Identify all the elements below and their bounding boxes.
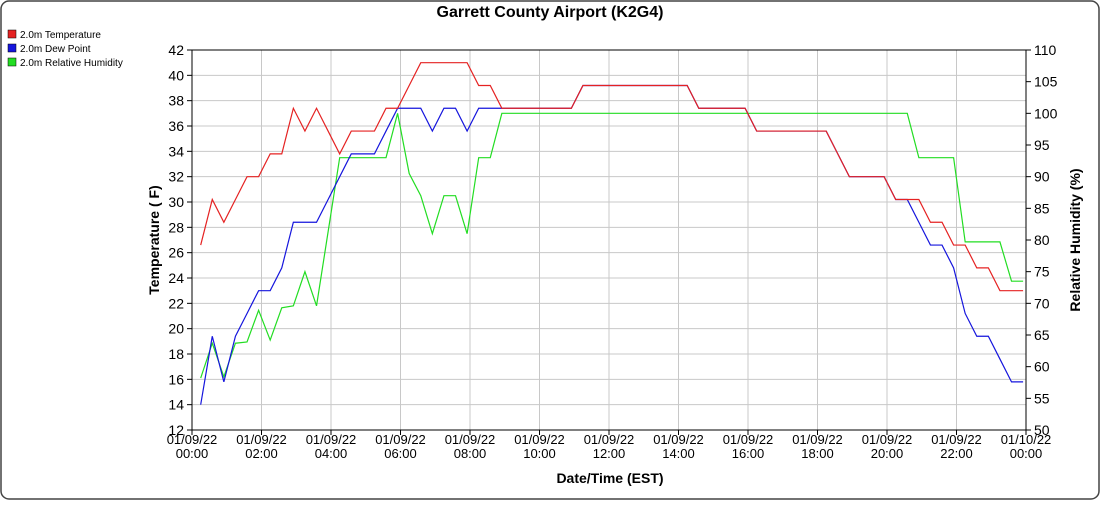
x-tick-label: 01/09/22 16:00 (723, 432, 774, 461)
y2-tick-label: 75 (1034, 264, 1050, 280)
y-tick-label: 40 (168, 67, 184, 83)
y2-tick-label: 95 (1034, 137, 1050, 153)
y2-tick-label: 90 (1034, 169, 1050, 185)
x-tick-label: 01/09/22 22:00 (931, 432, 982, 461)
legend-label: 2.0m Temperature (20, 30, 101, 41)
y-tick-label: 38 (168, 93, 184, 109)
legend-label: 2.0m Dew Point (20, 44, 91, 55)
y-tick-label: 12 (168, 422, 184, 438)
plot-border (191, 49, 1027, 431)
x-tick-label: 01/09/22 18:00 (792, 432, 843, 461)
y2-tick-label: 100 (1034, 105, 1058, 121)
y2-tick-label: 65 (1034, 327, 1050, 343)
y-axis-label: Temperature ( F) (146, 185, 162, 294)
y2-tick-label: 50 (1034, 422, 1050, 438)
x-tick-label: 01/10/22 00:00 (1001, 432, 1052, 461)
legend-swatch (7, 57, 17, 67)
y2-tick-label: 55 (1034, 390, 1050, 406)
legend-swatch (7, 29, 17, 39)
x-tick-label: 01/09/22 20:00 (862, 432, 913, 461)
y-tick-label: 42 (168, 42, 184, 58)
y2-tick-label: 110 (1034, 42, 1057, 58)
y-tick-label: 34 (168, 143, 184, 159)
series-line (200, 112, 1024, 379)
y2-tick-label: 85 (1034, 200, 1050, 216)
y-tick-label: 24 (168, 270, 184, 286)
x-tick-label: 01/09/22 08:00 (445, 432, 496, 461)
y-tick-label: 18 (168, 346, 184, 362)
y-tick-label: 22 (168, 295, 184, 311)
x-tick-label: 01/09/22 14:00 (653, 432, 704, 461)
y2-tick-label: 70 (1034, 295, 1050, 311)
y2-tick-label: 80 (1034, 232, 1050, 248)
legend-swatch (7, 43, 17, 53)
y-tick-label: 16 (168, 371, 184, 387)
x-tick-label: 01/09/22 02:00 (236, 432, 287, 461)
y2-axis-label: Relative Humidity (%) (1067, 168, 1083, 311)
y-tick-label: 14 (168, 397, 184, 413)
y-tick-label: 30 (168, 194, 184, 210)
x-tick-label: 01/09/22 10:00 (514, 432, 565, 461)
x-tick-label: 01/09/22 06:00 (375, 432, 426, 461)
x-axis-label: Date/Time (EST) (556, 470, 663, 486)
y-tick-label: 28 (168, 219, 184, 235)
legend-label: 2.0m Relative Humidity (20, 58, 123, 69)
y-tick-label: 32 (168, 169, 184, 185)
x-tick-label: 01/09/22 00:00 (167, 432, 218, 461)
x-tick-label: 01/09/22 12:00 (584, 432, 635, 461)
chart-title: Garrett County Airport (K2G4) (437, 4, 664, 21)
x-tick-label: 01/09/22 04:00 (306, 432, 357, 461)
y-tick-label: 36 (168, 118, 184, 134)
series-line (200, 62, 1024, 292)
y2-tick-label: 105 (1034, 74, 1058, 90)
y-tick-label: 26 (168, 245, 184, 261)
y-tick-label: 20 (168, 321, 184, 337)
y2-tick-label: 60 (1034, 359, 1050, 375)
